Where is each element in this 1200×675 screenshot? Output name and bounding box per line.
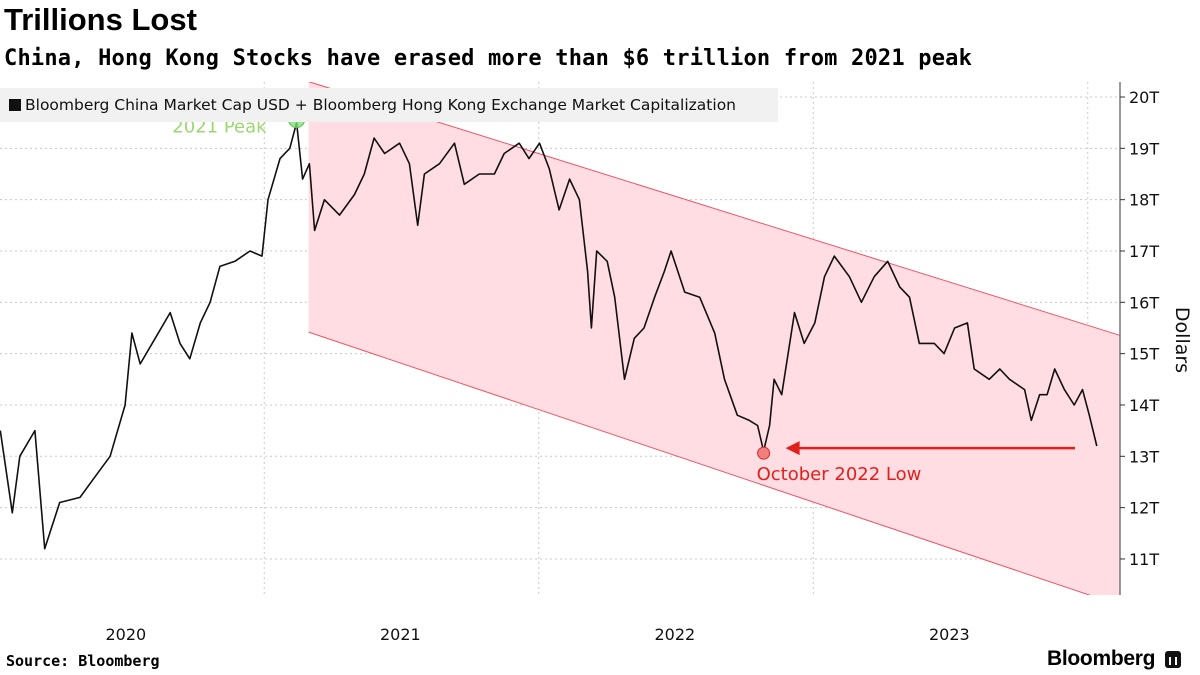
arrow-head-icon xyxy=(785,441,800,456)
channel-group xyxy=(308,82,1120,595)
y-tick-label: 20T xyxy=(1129,88,1159,107)
x-tick-label: 2022 xyxy=(655,625,696,644)
y-tick-label: 17T xyxy=(1129,242,1159,261)
x-tick-label: 2023 xyxy=(929,625,970,644)
chart-title: Trillions Lost xyxy=(4,2,197,37)
legend: Bloomberg China Market Cap USD + Bloombe… xyxy=(0,88,778,122)
x-tick-label: 2021 xyxy=(380,625,421,644)
y-tick-label: 18T xyxy=(1129,191,1159,210)
y-tick-label: 19T xyxy=(1129,139,1159,158)
channel-upper-line xyxy=(308,82,1120,336)
source-note: Source: Bloomberg xyxy=(6,652,160,670)
y-axis-label: Dollars xyxy=(1171,307,1193,373)
channel-lower-line xyxy=(308,331,1091,595)
chart-subtitle: China, Hong Kong Stocks have erased more… xyxy=(4,46,973,71)
bloomberg-chart-icon xyxy=(1165,650,1182,668)
y-tick-label: 16T xyxy=(1129,293,1159,312)
channel-fill xyxy=(308,82,1120,595)
low-marker xyxy=(757,446,771,460)
y-tick-label: 11T xyxy=(1129,550,1159,569)
legend-swatch xyxy=(9,99,21,111)
low-label: October 2022 Low xyxy=(757,464,922,485)
legend-label: Bloomberg China Market Cap USD + Bloombe… xyxy=(25,96,736,114)
series-line xyxy=(0,121,1098,550)
y-tick-label: 13T xyxy=(1129,447,1159,466)
y-tick-label: 15T xyxy=(1129,345,1159,364)
brand-text: Bloomberg xyxy=(1047,647,1156,670)
bloomberg-logo: Bloomberg xyxy=(1047,647,1182,671)
y-tick-label: 14T xyxy=(1129,396,1159,415)
x-tick-label: 2020 xyxy=(106,625,147,644)
y-tick-label: 12T xyxy=(1129,499,1159,518)
